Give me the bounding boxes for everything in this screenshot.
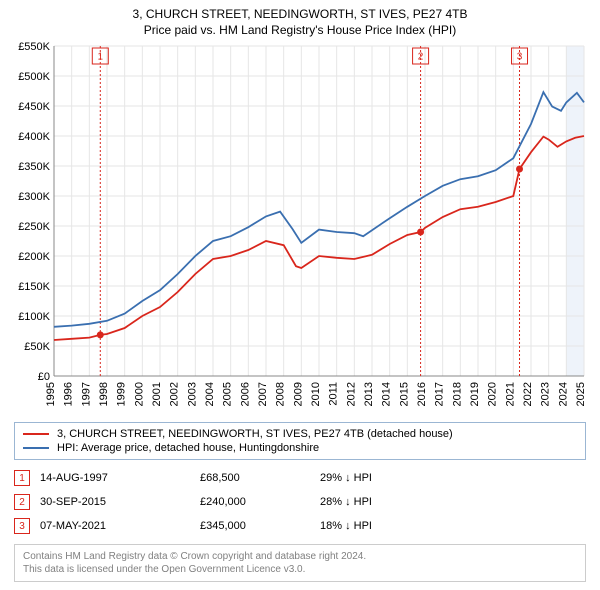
y-tick-label: £50K: [24, 341, 50, 353]
legend-label: 3, CHURCH STREET, NEEDINGWORTH, ST IVES,…: [57, 428, 453, 440]
marker-row-date: 30-SEP-2015: [40, 496, 190, 508]
attribution-line-1: Contains HM Land Registry data © Crown c…: [23, 550, 577, 563]
y-tick-label: £0: [38, 371, 50, 383]
legend-item: HPI: Average price, detached house, Hunt…: [23, 441, 577, 455]
legend: 3, CHURCH STREET, NEEDINGWORTH, ST IVES,…: [14, 422, 586, 460]
marker-table: 1 14-AUG-1997 £68,500 29% ↓ HPI 2 30-SEP-2015…: [14, 466, 586, 538]
marker-row-delta: 29% ↓ HPI: [320, 472, 430, 484]
marker-row-price: £68,500: [200, 472, 310, 484]
marker-row-price: £345,000: [200, 520, 310, 532]
marker-row-price: £240,000: [200, 496, 310, 508]
y-tick-label: £400K: [18, 131, 50, 143]
title-line-2: Price paid vs. HM Land Registry's House …: [10, 22, 590, 38]
x-tick-label: 2000: [133, 382, 145, 406]
y-tick-label: £300K: [18, 191, 50, 203]
y-tick-label: £500K: [18, 71, 50, 83]
marker-row-badge: 1: [14, 470, 30, 486]
x-tick-label: 2001: [151, 382, 163, 406]
x-tick-label: 2006: [239, 382, 251, 406]
event-marker-number: 3: [517, 52, 523, 63]
y-tick-label: £450K: [18, 101, 50, 113]
x-tick-label: 2019: [469, 382, 481, 406]
legend-label: HPI: Average price, detached house, Hunt…: [57, 442, 319, 454]
x-tick-label: 2022: [522, 382, 534, 406]
x-tick-label: 2018: [451, 382, 463, 406]
x-tick-label: 2005: [222, 382, 234, 406]
marker-row-delta: 28% ↓ HPI: [320, 496, 430, 508]
x-tick-label: 2011: [328, 382, 340, 406]
marker-row-badge: 3: [14, 518, 30, 534]
attribution-line-2: This data is licensed under the Open Gov…: [23, 563, 577, 576]
x-tick-label: 2002: [169, 382, 181, 406]
x-tick-label: 1999: [116, 382, 128, 406]
event-marker-dot: [417, 229, 424, 236]
chart-svg: £0 £50K £100K £150K £200K £250K £300K £350K £400…: [10, 40, 590, 418]
x-tick-label: 2007: [257, 382, 269, 406]
y-tick-label: £100K: [18, 311, 50, 323]
chart-title: 3, CHURCH STREET, NEEDINGWORTH, ST IVES,…: [10, 6, 590, 38]
y-tick-label: £150K: [18, 281, 50, 293]
x-tick-label: 2010: [310, 382, 322, 406]
title-line-1: 3, CHURCH STREET, NEEDINGWORTH, ST IVES,…: [10, 6, 590, 22]
x-tick-label: 2024: [557, 382, 569, 406]
x-tick-label: 2016: [416, 382, 428, 406]
x-tick-label: 1996: [63, 382, 75, 406]
event-marker-dot: [516, 166, 523, 173]
legend-item: 3, CHURCH STREET, NEEDINGWORTH, ST IVES,…: [23, 427, 577, 441]
x-tick-label: 2009: [292, 382, 304, 406]
event-marker-dot: [97, 332, 104, 339]
x-tick-label: 2012: [345, 382, 357, 406]
x-tick-label: 2015: [398, 382, 410, 406]
x-tick-label: 2008: [275, 382, 287, 406]
x-tick-label: 2017: [434, 382, 446, 406]
marker-row-delta: 18% ↓ HPI: [320, 520, 430, 532]
x-tick-label: 1995: [45, 382, 57, 406]
x-tick-label: 2014: [381, 382, 393, 406]
marker-row-badge: 2: [14, 494, 30, 510]
x-tick-label: 2021: [504, 382, 516, 406]
x-tick-label: 1998: [98, 382, 110, 406]
x-tick-label: 2025: [575, 382, 587, 406]
y-tick-label: £550K: [18, 41, 50, 53]
legend-swatch: [23, 447, 49, 449]
x-tick-label: 2013: [363, 382, 375, 406]
x-tick-label: 2020: [487, 382, 499, 406]
attribution: Contains HM Land Registry data © Crown c…: [14, 544, 586, 582]
event-marker-number: 1: [98, 52, 104, 63]
marker-row-date: 14-AUG-1997: [40, 472, 190, 484]
marker-row: 3 07-MAY-2021 £345,000 18% ↓ HPI: [14, 514, 586, 538]
x-tick-label: 1997: [80, 382, 92, 406]
marker-row-date: 07-MAY-2021: [40, 520, 190, 532]
y-tick-label: £200K: [18, 251, 50, 263]
y-tick-label: £350K: [18, 161, 50, 173]
x-tick-label: 2004: [204, 382, 216, 406]
chart-area: £0 £50K £100K £150K £200K £250K £300K £350K £400…: [10, 40, 590, 418]
y-tick-label: £250K: [18, 221, 50, 233]
marker-row: 2 30-SEP-2015 £240,000 28% ↓ HPI: [14, 490, 586, 514]
legend-swatch: [23, 433, 49, 435]
x-tick-label: 2003: [186, 382, 198, 406]
marker-row: 1 14-AUG-1997 £68,500 29% ↓ HPI: [14, 466, 586, 490]
event-marker-number: 2: [418, 52, 424, 63]
x-tick-label: 2023: [540, 382, 552, 406]
